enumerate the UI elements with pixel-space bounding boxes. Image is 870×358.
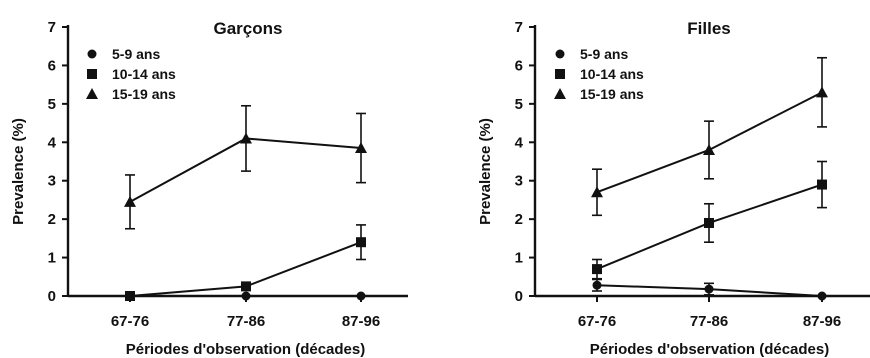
data-point bbox=[241, 291, 251, 301]
legend-marker-triangle bbox=[86, 88, 98, 99]
x-tick-label: 77-86 bbox=[690, 313, 728, 330]
legend-marker-circle bbox=[87, 49, 97, 59]
data-point bbox=[817, 179, 827, 190]
y-tick-label: 1 bbox=[515, 250, 523, 267]
data-point bbox=[592, 264, 602, 275]
y-axis-label: Prevalence (%) bbox=[10, 118, 27, 225]
x-tick-label: 67-76 bbox=[111, 313, 149, 330]
y-tick-label: 0 bbox=[48, 288, 56, 305]
series-triangle bbox=[124, 104, 367, 230]
y-tick-label: 0 bbox=[515, 288, 523, 305]
legend-label: 10-14 ans bbox=[112, 66, 176, 82]
legend: 5-9 ans 10-14 ans 15-19 ans bbox=[554, 46, 644, 102]
x-tick-label: 67-76 bbox=[578, 313, 616, 330]
data-point bbox=[240, 132, 252, 144]
chart-title: Garçons bbox=[214, 19, 283, 38]
data-point bbox=[356, 291, 366, 301]
data-point bbox=[817, 291, 827, 301]
legend-marker-square bbox=[87, 69, 97, 79]
y-tick-label: 4 bbox=[515, 134, 524, 151]
series-triangle bbox=[591, 56, 828, 217]
data-point bbox=[704, 284, 714, 294]
legend-label: 5-9 ans bbox=[112, 46, 160, 62]
legend-label: 10-14 ans bbox=[580, 66, 644, 82]
y-tick-label: 7 bbox=[515, 19, 523, 36]
x-tick-label: 87-96 bbox=[342, 313, 380, 330]
panel-filles: 0 1 2 3 4 5 6 7 67-76 77-86 87-96 Filles Périodes d'… bbox=[477, 19, 870, 358]
legend-label: 15-19 ans bbox=[580, 86, 644, 102]
y-tick-label: 4 bbox=[48, 134, 57, 151]
data-point bbox=[704, 217, 714, 228]
legend-marker-triangle bbox=[554, 88, 566, 99]
y-tick-label: 2 bbox=[48, 211, 56, 228]
y-tick-label: 6 bbox=[515, 57, 523, 74]
y-tick-label: 7 bbox=[48, 19, 56, 36]
data-point bbox=[355, 142, 367, 154]
y-tick-label: 1 bbox=[48, 250, 56, 267]
x-axis-label: Périodes d'observation (décades) bbox=[590, 341, 829, 358]
data-point bbox=[816, 86, 828, 98]
y-tick-label: 3 bbox=[515, 173, 523, 190]
y-tick-label: 6 bbox=[48, 57, 56, 74]
data-point bbox=[703, 143, 715, 155]
legend-marker-square bbox=[555, 69, 565, 79]
x-tick-label: 77-86 bbox=[227, 313, 265, 330]
y-tick-label: 5 bbox=[515, 96, 523, 113]
series-square bbox=[125, 224, 366, 301]
y-tick-label: 2 bbox=[515, 211, 523, 228]
data-point bbox=[356, 237, 366, 248]
y-tick-label: 5 bbox=[48, 96, 56, 113]
data-point bbox=[241, 281, 251, 292]
chart-title: Filles bbox=[687, 19, 730, 38]
data-point bbox=[591, 186, 603, 198]
legend-label: 5-9 ans bbox=[580, 46, 628, 62]
y-tick-label: 3 bbox=[48, 173, 56, 190]
y-axis-label: Prevalence (%) bbox=[477, 118, 494, 225]
legend-marker-circle bbox=[555, 49, 565, 59]
data-point bbox=[125, 291, 135, 301]
legend: 5-9 ans 10-14 ans 15-19 ans bbox=[86, 46, 176, 102]
data-point bbox=[592, 280, 602, 290]
series-circle bbox=[592, 278, 827, 301]
data-point bbox=[124, 195, 136, 207]
x-tick-label: 87-96 bbox=[803, 313, 841, 330]
series-square bbox=[592, 160, 827, 280]
legend-label: 15-19 ans bbox=[112, 86, 176, 102]
panel-garcons: 0 1 2 3 4 5 6 7 67-76 77-86 87-96 Garçons Périodes d… bbox=[10, 19, 408, 358]
x-axis-label: Périodes d'observation (décades) bbox=[126, 341, 365, 358]
